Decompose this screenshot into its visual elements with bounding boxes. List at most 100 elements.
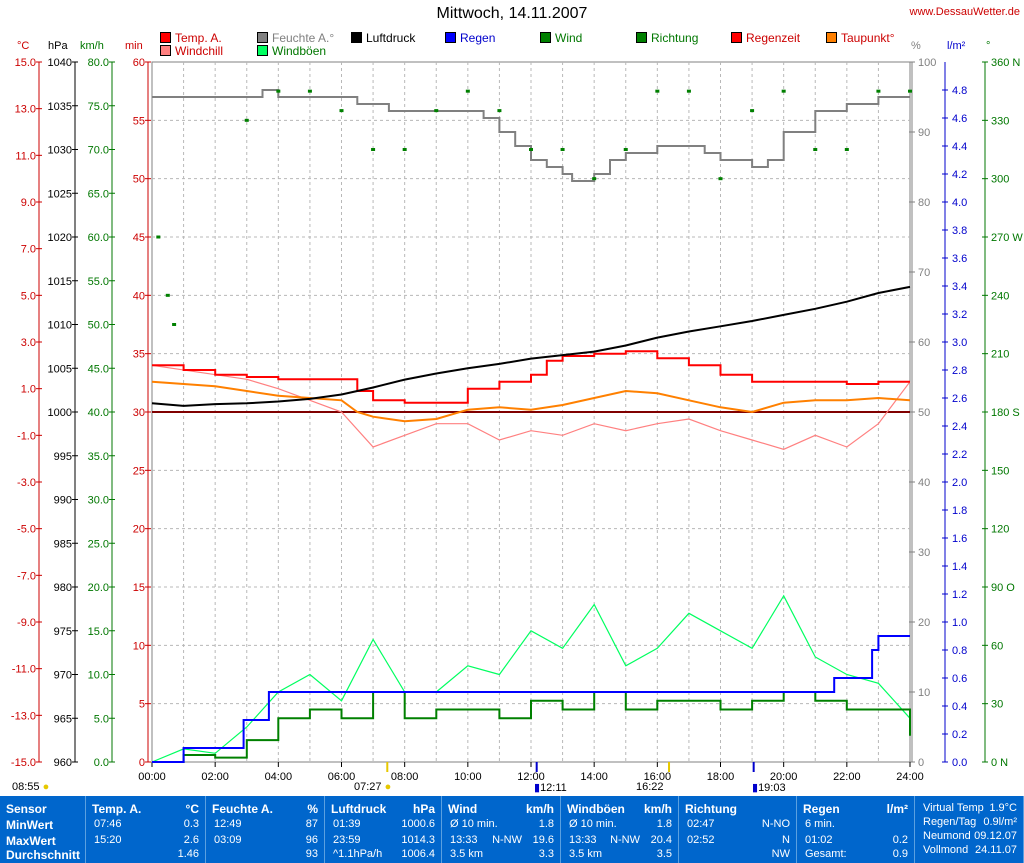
stats-cell-extra: N-NW [492,834,522,846]
direction-point [172,323,177,326]
time-tick-label: 18:00 [707,771,735,783]
legend-item: Richtung [636,31,698,45]
temp-tick-label: -11.0 [12,664,36,676]
time-tick-label: 20:00 [770,771,798,783]
rain-tick-label: 2.2 [952,449,967,461]
direction-point [750,109,755,113]
humidity-tick-label: 40 [918,477,930,489]
stats-cell-label: 07:46 [94,818,122,830]
pressure-tick-label: 1030 [48,145,72,157]
rain-tick-label: 1.4 [952,561,967,573]
humidity-tick-label: 100 [918,57,936,69]
direction-point [686,89,691,93]
stats-cell-value: 3.5 [656,848,672,860]
time-tick-label: 10:00 [454,771,482,783]
row-label-sensor: Sensor [6,802,47,816]
stats-col-unit: km/h [525,802,554,816]
direction-tick-label: 300 [991,174,1009,186]
pressure-tick-label: 980 [54,582,72,594]
rain-tick-label: 4.8 [952,85,967,97]
legend-label: Taupunkt° [841,31,895,45]
legend-label: Temp. A. [175,31,222,45]
site-link[interactable]: www.DessauWetter.de [909,6,1020,18]
minutes-tick-label: 5 [139,699,145,711]
legend-item: Temp. A. [160,31,222,45]
temp-tick-label: 15.0 [15,57,36,69]
pressure-tick-label: 1010 [48,320,72,332]
minutes-tick-label: 20 [133,524,145,536]
legend-swatch [257,45,268,56]
pressure-tick-label: 1035 [48,101,72,113]
wind-axis-header: km/h [80,40,104,52]
row-label-max: MaxWert [6,834,56,848]
time-tick-label: 22:00 [833,771,861,783]
legend-swatch [351,32,362,43]
stats-cell-label: 01:02 [805,834,833,846]
sunset-time: 16:22 [636,781,664,793]
legend-label: Wind [555,31,583,45]
direction-tick-label: 180 S [991,407,1020,419]
legend-label: Luftdruck [366,31,416,45]
stats-cell-value: 1014.3 [401,834,435,846]
stats-cell-value: 1.9°C [989,802,1017,814]
direction-point [497,109,502,113]
minutes-tick-label: 0 [139,757,145,769]
stats-column: Richtung 02:47 N-NO 02:52 N NW [679,796,797,863]
rain-tick-label: 1.0 [952,617,967,629]
pressure-tick-label: 995 [54,451,72,463]
pressure-axis-header: hPa [48,40,68,52]
stats-col-header: Regen [803,802,840,816]
stats-column: Regen l/m² 6 min. 01:02 0.2 Gesamt: 0.9 [797,796,915,863]
wind-tick-label: 55.0 [88,276,109,288]
rain-tick-label: 4.6 [952,113,967,125]
wind-tick-label: 5.0 [94,713,109,725]
direction-point [307,89,312,93]
time-tick-label: 12:00 [517,771,545,783]
rain-tick-label: 3.0 [952,337,967,349]
stats-cell-value: 1006.4 [401,848,435,860]
rain-tick-label: 2.8 [952,365,967,377]
stats-cell-value: 1.8 [656,818,672,830]
series-humidity [152,89,910,182]
rain-tick-label: 1.8 [952,505,967,517]
rain-tick-label: 3.2 [952,309,967,321]
rain-tick-label: 0.2 [952,729,967,741]
stats-cell-value: 0.9 [892,848,908,860]
legend-item: Windböen [257,44,326,58]
stats-cell-label: 23:59 [333,834,361,846]
wind-tick-label: 80.0 [88,57,109,69]
time-tick-label: 08:00 [391,771,419,783]
stats-column: Feuchte A.% 12:49 87 03:09 96 93 [206,796,325,863]
minutes-tick-label: 50 [133,174,145,186]
minutes-tick-label: 35 [133,349,145,361]
direction-point [718,177,723,181]
minutes-tick-label: 45 [133,232,145,244]
stats-col-header: Richtung [685,802,737,816]
stats-col-header: Wind [448,802,478,816]
minutes-tick-label: 40 [133,290,145,302]
stats-col-unit: % [307,802,318,816]
stats-cell-label: 12:49 [214,818,242,830]
stats-col-header: Feuchte A. [212,802,273,816]
time-tick-label: 16:00 [644,771,672,783]
legend-swatch [636,32,647,43]
stats-cell-label: 13:33 [569,834,597,846]
direction-point [244,118,249,122]
stats-cell-label: Regen/Tag [923,816,977,828]
wind-tick-label: 10.0 [88,670,109,682]
series-pressure [151,285,911,407]
legend-label: Richtung [651,31,699,45]
stats-cell-label: Vollmond [923,844,969,856]
pressure-tick-label: 1025 [48,188,72,200]
humidity-tick-label: 70 [918,267,930,279]
stats-col-header: Temp. A. [92,802,142,816]
stats-cell-value: 24.11.07 [974,844,1017,856]
series-wind [152,691,911,763]
stats-cell-value: 1000.6 [401,818,435,830]
wind-tick-label: 50.0 [88,320,109,332]
stats-col-header: Windböen [567,802,625,816]
direction-tick-label: 30 [991,699,1003,711]
time-tick-label: 14:00 [580,771,608,783]
wind-tick-label: 75.0 [88,101,109,113]
direction-tick-label: 0 N [991,757,1008,769]
